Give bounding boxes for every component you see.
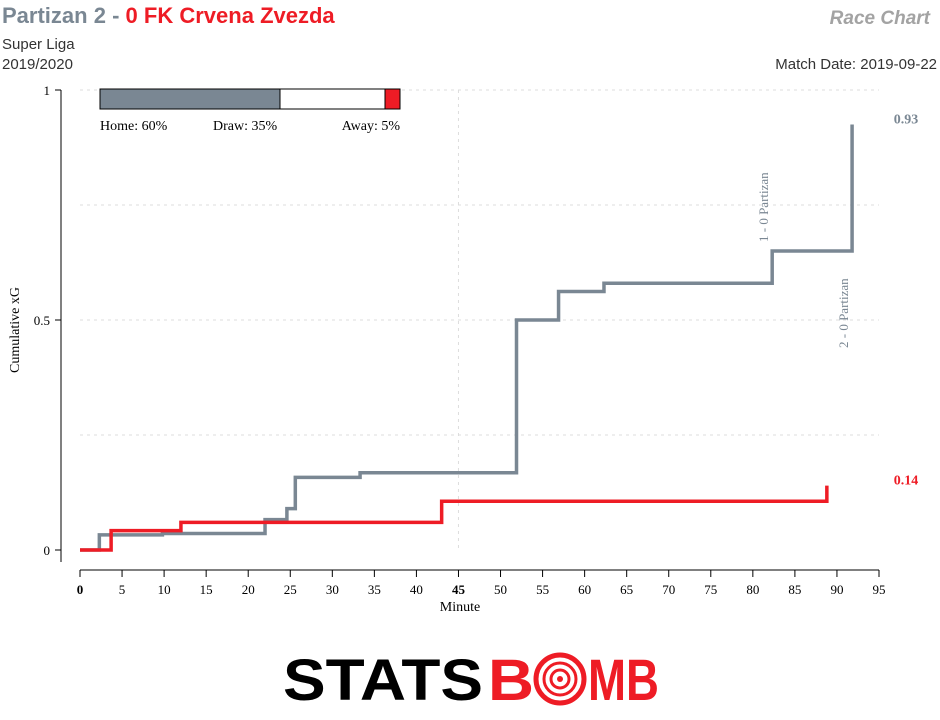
prob-bar-draw (279, 88, 386, 110)
x-tick-label-2: 10 (158, 582, 171, 597)
league-name: Super Liga (2, 36, 75, 53)
svg-text:B: B (488, 650, 534, 706)
final-value-label-0: 0.93 (894, 113, 919, 128)
goal-annotations: 1 - 0 Partizan 2 - 0 Partizan (756, 172, 851, 348)
x-tick-label-15: 75 (704, 582, 717, 597)
away-score: 0 (125, 3, 138, 28)
axes: 00.510 5 10 15 20 25 30 35 40 45 50 55 60 65 70 75 80 85 9… (34, 83, 886, 597)
x-tick-label-12: 60 (578, 582, 591, 597)
x-tick-label-14: 70 (662, 582, 675, 597)
x-tick-label-6: 30 (326, 582, 339, 597)
y-tick-label-2: 1 (44, 83, 51, 98)
logo-stats-text: STATS (283, 650, 483, 706)
series-line-0 (80, 124, 854, 552)
match-title: Partizan 2 - 0 FK Crvena Zvezda (2, 3, 335, 29)
race-chart: 00.510 5 10 15 20 25 30 35 40 45 50 55 60 65 70 75 80 85 9… (8, 83, 919, 615)
win-probability-bar: Home: 60% Draw: 35% Away: 5% (99, 88, 401, 134)
x-tick-label-16: 80 (746, 582, 759, 597)
x-tick-label-19: 95 (873, 582, 886, 597)
x-tick-label-8: 40 (410, 582, 423, 597)
logo-bomb: B MB (488, 650, 659, 706)
x-tick-label-10: 50 (494, 582, 507, 597)
prob-bar-home (99, 88, 281, 110)
series-lines: 0.93 0.14 (80, 113, 919, 552)
x-tick-label-18: 90 (830, 582, 843, 597)
season: 2019/2020 (2, 56, 73, 73)
prob-draw-label: Draw: 35% (213, 119, 277, 134)
x-tick-label-11: 55 (536, 582, 549, 597)
x-tick-label-4: 20 (242, 582, 255, 597)
prob-home-label: Home: 60% (100, 119, 168, 134)
x-tick-label-1: 5 (119, 582, 126, 597)
x-tick-label-17: 85 (788, 582, 801, 597)
y-tick-label-0: 0 (44, 543, 51, 558)
y-axis-label: Cumulative xG (8, 287, 23, 373)
series-line-1 (80, 485, 829, 552)
chart-label: Race Chart (829, 8, 930, 29)
final-value-label-1: 0.14 (894, 474, 919, 489)
x-tick-label-0: 0 (77, 582, 84, 597)
goal-annotation-1: 2 - 0 Partizan (836, 278, 851, 348)
x-axis-label: Minute (440, 600, 480, 615)
grid-lines (80, 89, 879, 550)
svg-text:MB: MB (588, 650, 659, 706)
x-tick-label-7: 35 (368, 582, 381, 597)
statsbomb-logo: STATS B MB (283, 650, 659, 706)
x-tick-label-9: 45 (452, 582, 466, 597)
prob-bar-away (384, 88, 401, 110)
target-icon (533, 652, 587, 706)
x-tick-label-5: 25 (284, 582, 297, 597)
away-team: FK Crvena Zvezda (143, 3, 335, 28)
home-score: 2 (93, 3, 106, 28)
x-tick-label-3: 15 (200, 582, 213, 597)
home-team: Partizan (2, 3, 88, 28)
score-separator: - (112, 3, 120, 28)
y-tick-label-1: 0.5 (34, 313, 50, 328)
match-date: Match Date: 2019-09-22 (775, 56, 937, 73)
prob-away-label: Away: 5% (342, 119, 401, 134)
x-tick-label-13: 65 (620, 582, 633, 597)
goal-annotation-0: 1 - 0 Partizan (756, 172, 771, 242)
